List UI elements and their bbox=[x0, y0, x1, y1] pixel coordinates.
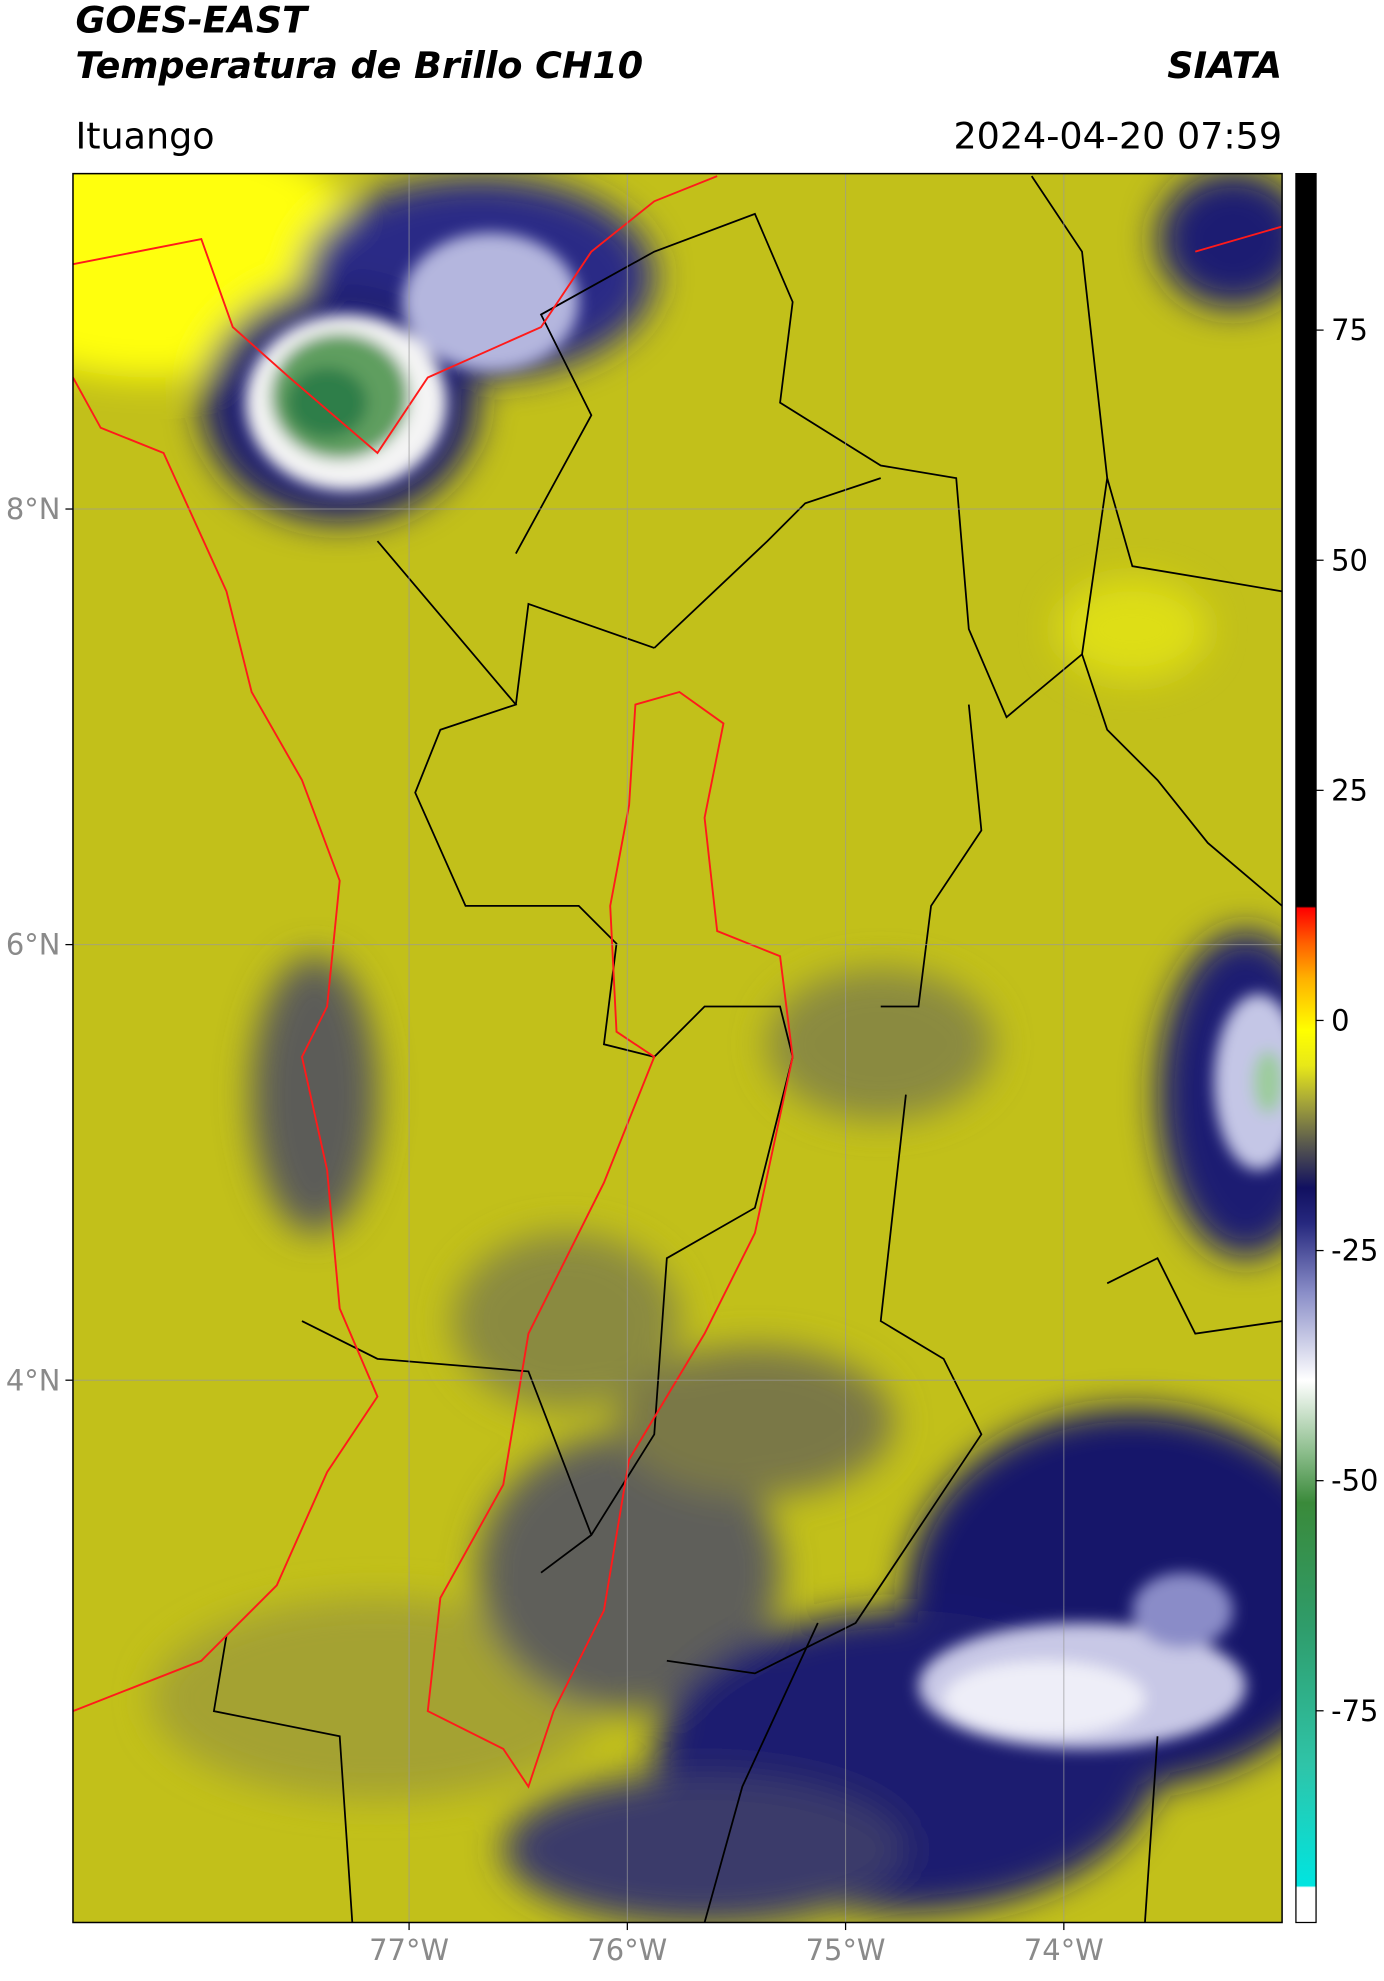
title: GOES-EAST bbox=[75, 0, 310, 42]
map-image bbox=[72, 173, 1283, 1923]
colorbar-tick-label: -75 bbox=[1331, 1694, 1378, 1728]
datetime: 2024-04-20 07:59 bbox=[953, 114, 1282, 157]
colorbar-tick-label: -50 bbox=[1331, 1464, 1378, 1498]
lat-tick-label: 6°N bbox=[6, 928, 61, 962]
map-frame bbox=[72, 172, 1283, 1924]
colorbar-tick-label: -25 bbox=[1331, 1234, 1378, 1268]
colorbar-tick-label: 75 bbox=[1331, 313, 1368, 347]
lat-tick-label: 4°N bbox=[6, 1363, 61, 1397]
grid-layer bbox=[72, 173, 1283, 1923]
lon-tick-label: 74°W bbox=[1024, 1933, 1104, 1967]
location: Ituango bbox=[75, 114, 214, 157]
lon-tick-label: 75°W bbox=[806, 1933, 886, 1967]
subtitle: Temperatura de Brillo CH10 bbox=[75, 44, 643, 87]
lon-tick-label: 77°W bbox=[369, 1933, 449, 1967]
colorbar-tick-label: 50 bbox=[1331, 543, 1368, 577]
lon-tick-label: 76°W bbox=[587, 1933, 667, 1967]
colorbar-tick-label: 25 bbox=[1331, 773, 1368, 807]
lat-tick-label: 8°N bbox=[6, 492, 61, 526]
source: SIATA bbox=[1167, 44, 1282, 87]
colorbar-tick-label: 0 bbox=[1331, 1004, 1349, 1038]
colorbar bbox=[1295, 172, 1317, 1924]
